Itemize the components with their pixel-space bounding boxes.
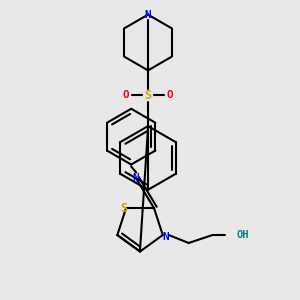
Text: S: S: [144, 89, 152, 102]
Text: OH: OH: [236, 230, 249, 240]
Text: O: O: [167, 90, 173, 100]
Text: N: N: [133, 173, 140, 184]
Text: N: N: [162, 232, 169, 242]
Text: O: O: [123, 90, 130, 100]
Text: S: S: [121, 202, 128, 215]
Text: N: N: [145, 10, 152, 20]
